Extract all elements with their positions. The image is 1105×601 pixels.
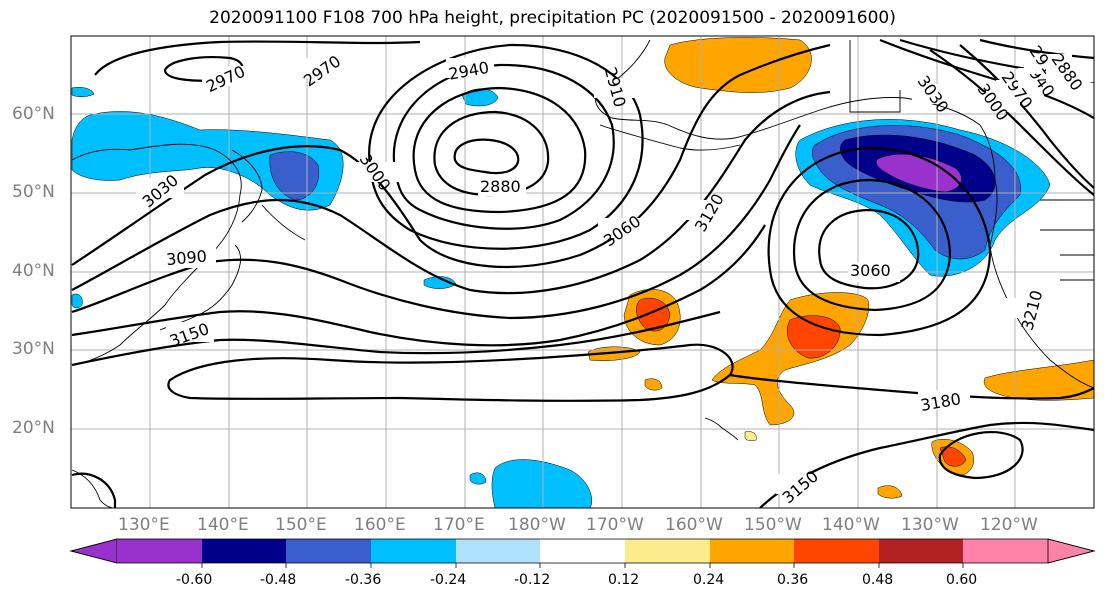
precip-area-west-pacific bbox=[71, 111, 344, 211]
contour-3150-west bbox=[71, 310, 721, 367]
colorbar-segment bbox=[286, 539, 371, 563]
contour-east-ridge-5 bbox=[959, 44, 1094, 189]
contour-3060 bbox=[71, 90, 831, 295]
lat-label: 50°N bbox=[12, 182, 55, 202]
lon-label: 160°W bbox=[665, 515, 723, 535]
contour-2880-low bbox=[453, 138, 520, 175]
colorbar-segment bbox=[879, 539, 963, 563]
colorbar-tick-label: 0.12 bbox=[608, 572, 640, 588]
lon-label: 120°W bbox=[980, 515, 1038, 535]
colorbar-segment bbox=[69, 538, 118, 564]
coast-kamchatka bbox=[231, 149, 263, 223]
lon-label: 180°W bbox=[508, 515, 566, 535]
contour-2910-low bbox=[433, 110, 550, 197]
colorbar-segment bbox=[456, 539, 540, 563]
lat-label: 60°N bbox=[12, 104, 55, 124]
colorbar-segment bbox=[625, 539, 710, 563]
colorbar-segment bbox=[963, 539, 1048, 563]
colorbar-segment bbox=[117, 539, 202, 563]
contour-label: 3060 bbox=[850, 261, 891, 280]
precip-area-small-3 bbox=[71, 87, 95, 97]
lon-label: 170°E bbox=[433, 515, 485, 535]
precip-area-subtropic-1-core bbox=[636, 297, 671, 332]
graticule bbox=[71, 36, 1094, 508]
precip-area-south bbox=[491, 459, 593, 508]
precip-area-bering-positive bbox=[664, 37, 812, 93]
colorbar-segment bbox=[710, 539, 794, 563]
colorbar-segment bbox=[794, 539, 879, 563]
contour-2940-low bbox=[412, 86, 587, 214]
lon-label: 170°W bbox=[586, 515, 644, 535]
colorbar-tick-label: 0.36 bbox=[777, 572, 809, 588]
coast-alaska bbox=[595, 39, 996, 181]
contour-high-east-3 bbox=[767, 146, 992, 337]
lat-label: 20°N bbox=[12, 418, 55, 438]
precip-area-small-1 bbox=[461, 88, 499, 107]
contour-3000 bbox=[368, 43, 644, 250]
precip-area-south-2 bbox=[469, 472, 487, 485]
colorbar-segment bbox=[1047, 538, 1096, 564]
colorbar-tick-label: 0.48 bbox=[862, 572, 894, 588]
coast-canada-border bbox=[849, 40, 901, 113]
contour-south-east-high bbox=[938, 431, 1024, 480]
precip-area-small-p2 bbox=[644, 378, 663, 391]
lon-label: 150°E bbox=[275, 515, 327, 535]
colorbar bbox=[69, 538, 1096, 568]
lon-label: 140°W bbox=[822, 515, 880, 535]
coast-philippines bbox=[71, 469, 115, 508]
coast-kuril bbox=[261, 204, 306, 241]
colorbar-tick-label: -0.24 bbox=[430, 572, 467, 588]
colorbar-tick-label: 0.60 bbox=[946, 572, 978, 588]
colorbar-outline bbox=[69, 538, 1096, 564]
lon-label: 150°W bbox=[744, 515, 802, 535]
contour-3030 bbox=[71, 43, 831, 269]
lon-label: 140°E bbox=[197, 515, 249, 535]
colorbar-tick-label: -0.60 bbox=[176, 572, 213, 588]
colorbar-segment bbox=[202, 539, 286, 563]
colorbar-tick-label: -0.48 bbox=[260, 572, 297, 588]
contour-3150-east bbox=[759, 421, 1094, 508]
colorbar-tick-label: -0.12 bbox=[514, 572, 551, 588]
map-title: 2020091100 F108 700 hPa height, precipit… bbox=[209, 8, 896, 28]
coast-asia bbox=[71, 143, 242, 366]
precip-area-small-p3 bbox=[877, 485, 903, 499]
lat-label: 30°N bbox=[12, 339, 55, 359]
lon-label: 130°W bbox=[901, 515, 959, 535]
contour-3120 bbox=[71, 224, 766, 347]
colorbar-tick-label: 0.24 bbox=[693, 572, 725, 588]
map-area: 2970 2970 2940 2910 3030 3000 2880 3090 … bbox=[71, 36, 1094, 508]
colorbar-tick-label: -0.36 bbox=[345, 572, 382, 588]
precip-area-small-p4 bbox=[744, 431, 757, 442]
contour-label: 3090 bbox=[165, 247, 207, 269]
lon-label: 130°E bbox=[118, 515, 170, 535]
lon-label: 160°E bbox=[354, 515, 406, 535]
precip-area-small-4 bbox=[71, 293, 83, 309]
coast-aleutians bbox=[599, 124, 741, 151]
height-contours bbox=[71, 38, 1094, 508]
coast-us-states bbox=[1040, 199, 1094, 281]
colorbar-segment bbox=[371, 539, 456, 563]
contour-west-bottom bbox=[71, 472, 117, 508]
precip-area-alaska-max bbox=[876, 153, 962, 193]
colorbar-segment bbox=[540, 539, 625, 563]
contour-east-ridge-3 bbox=[979, 38, 1094, 60]
precip-area-south-east-core bbox=[939, 446, 967, 467]
contour-east-ridge-4 bbox=[929, 49, 1094, 196]
coast-hawaii bbox=[704, 417, 739, 441]
contour-label: 2880 bbox=[480, 177, 521, 196]
contour-high-east-2 bbox=[792, 178, 952, 312]
contour-west-arc bbox=[94, 40, 421, 76]
lat-label: 40°N bbox=[12, 261, 55, 281]
precip-area-east-coast bbox=[983, 359, 1094, 401]
contour-high-east-1 bbox=[818, 208, 920, 290]
map-frame bbox=[70, 35, 1095, 509]
